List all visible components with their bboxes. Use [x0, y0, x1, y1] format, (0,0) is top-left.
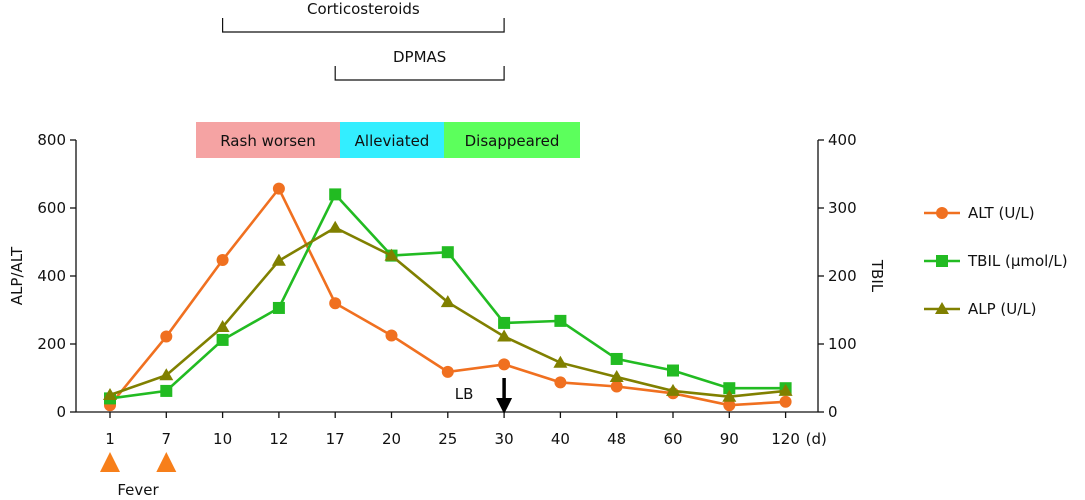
bracket-label-corticosteroids: Corticosteroids — [307, 0, 420, 18]
data-point-alp-u-l — [666, 383, 680, 396]
data-point-alp-u-l — [271, 253, 286, 266]
data-point-alt-u-l — [779, 395, 792, 408]
phase-bar-rash-worsen — [196, 122, 340, 158]
data-point-tbil-mol-l — [498, 316, 511, 329]
left-tick-label: 400 — [37, 267, 66, 285]
x-tick-label: 48 — [607, 430, 626, 448]
x-ticks: 1 7 10 12 17 20 25 30 40 48 60 90 120 — [105, 412, 800, 448]
right-tick-label: 400 — [828, 131, 857, 149]
legend-item-alt-u-l: ALT (U/L) — [924, 204, 1035, 222]
brackets-layer: Corticosteroids DPMAS — [222, 0, 505, 81]
data-point-alt-u-l — [160, 330, 173, 343]
data-point-alp-u-l — [384, 248, 399, 261]
data-point-alt-u-l — [723, 399, 736, 412]
data-point-alp-u-l — [778, 383, 793, 396]
left-tick-label: 0 — [56, 403, 66, 421]
phase-label-disappeared: Disappeared — [465, 132, 560, 150]
phase-bar-disappeared — [444, 122, 580, 158]
data-point-alp-u-l — [328, 220, 343, 233]
phase-label-alleviated: Alleviated — [355, 132, 430, 150]
data-point-alt-u-l — [441, 365, 454, 378]
data-point-alt-u-l — [554, 376, 567, 389]
left-y-ticks: 0 200 400 600 800 — [37, 131, 76, 421]
annotations-layer: LB Fever — [100, 378, 513, 499]
legend-marker — [935, 302, 949, 314]
x-tick-label: 120 — [771, 430, 800, 448]
fever-label: Fever — [117, 481, 159, 499]
data-point-tbil-mol-l — [216, 333, 229, 346]
data-point-alt-u-l — [329, 297, 342, 310]
series-alp-u-l — [103, 220, 793, 402]
lb-label: LB — [455, 385, 474, 403]
data-point-alt-u-l — [498, 358, 511, 371]
legend-label: TBIL (μmol/L) — [967, 252, 1068, 270]
data-point-tbil-mol-l — [441, 246, 454, 259]
fever-triangle-icon — [100, 452, 120, 472]
bracket-corticosteroids — [222, 18, 505, 33]
data-point-alp-u-l — [159, 368, 174, 381]
x-tick-label: 25 — [438, 430, 457, 448]
bracket-dpmas — [334, 66, 505, 81]
left-y-axis-title: ALP/ALT — [8, 246, 26, 305]
data-point-alp-u-l — [215, 320, 230, 332]
right-tick-label: 0 — [828, 403, 838, 421]
bracket-label-dpmas: DPMAS — [393, 48, 446, 66]
data-point-alp-u-l — [609, 369, 624, 382]
x-tick-label: 7 — [162, 430, 172, 448]
data-point-alt-u-l — [385, 329, 398, 342]
x-tick-label: 17 — [326, 430, 345, 448]
right-y-ticks: 0 100 200 300 400 — [818, 131, 857, 421]
series-layer — [103, 182, 793, 412]
x-tick-label: 12 — [269, 430, 288, 448]
data-point-tbil-mol-l — [667, 364, 679, 377]
legend-marker — [936, 255, 948, 267]
x-axis-unit: (d) — [806, 430, 827, 448]
x-tick-label: 40 — [551, 430, 570, 448]
left-tick-label: 800 — [37, 131, 66, 149]
right-tick-label: 300 — [828, 199, 857, 217]
data-point-alt-u-l — [610, 380, 623, 393]
data-point-alp-u-l — [722, 389, 737, 402]
data-point-alp-u-l — [440, 295, 455, 308]
lb-arrow-head-icon — [496, 398, 513, 414]
legend-label: ALT (U/L) — [968, 204, 1035, 222]
x-tick-label: 1 — [105, 430, 115, 448]
fever-triangle-icon — [156, 452, 177, 472]
data-point-tbil-mol-l — [329, 188, 342, 201]
x-tick-label: 90 — [720, 430, 739, 448]
data-point-alp-u-l — [103, 388, 117, 400]
legend-item-tbil-mol-l: TBIL (μmol/L) — [924, 252, 1068, 270]
data-point-tbil-mol-l — [272, 301, 285, 314]
data-point-tbil-mol-l — [723, 382, 736, 395]
phase-bars: Rash worsen Alleviated Disappeared — [196, 122, 580, 158]
data-point-alp-u-l — [553, 355, 568, 368]
x-tick-label: 10 — [213, 430, 232, 448]
data-point-tbil-mol-l — [610, 352, 623, 365]
x-tick-label: 30 — [495, 430, 514, 448]
left-tick-label: 600 — [37, 199, 66, 217]
data-point-tbil-mol-l — [554, 314, 567, 327]
x-tick-label: 20 — [382, 430, 401, 448]
legend-marker — [936, 207, 948, 219]
left-tick-label: 200 — [37, 335, 66, 353]
right-y-axis-title: TBIL — [868, 259, 886, 293]
x-tick-label: 60 — [663, 430, 682, 448]
phase-bar-alleviated — [340, 122, 444, 158]
data-point-alt-u-l — [216, 254, 229, 267]
data-point-tbil-mol-l — [160, 384, 173, 397]
data-point-alt-u-l — [272, 182, 285, 195]
right-tick-label: 200 — [828, 267, 857, 285]
phase-label-rash-worsen: Rash worsen — [220, 132, 316, 150]
right-tick-label: 100 — [828, 335, 857, 353]
legend: ALT (U/L) TBIL (μmol/L) ALP (U/L) — [924, 204, 1068, 318]
legend-label: ALP (U/L) — [968, 300, 1037, 318]
data-point-alp-u-l — [497, 329, 512, 342]
legend-item-alp-u-l: ALP (U/L) — [924, 300, 1037, 318]
